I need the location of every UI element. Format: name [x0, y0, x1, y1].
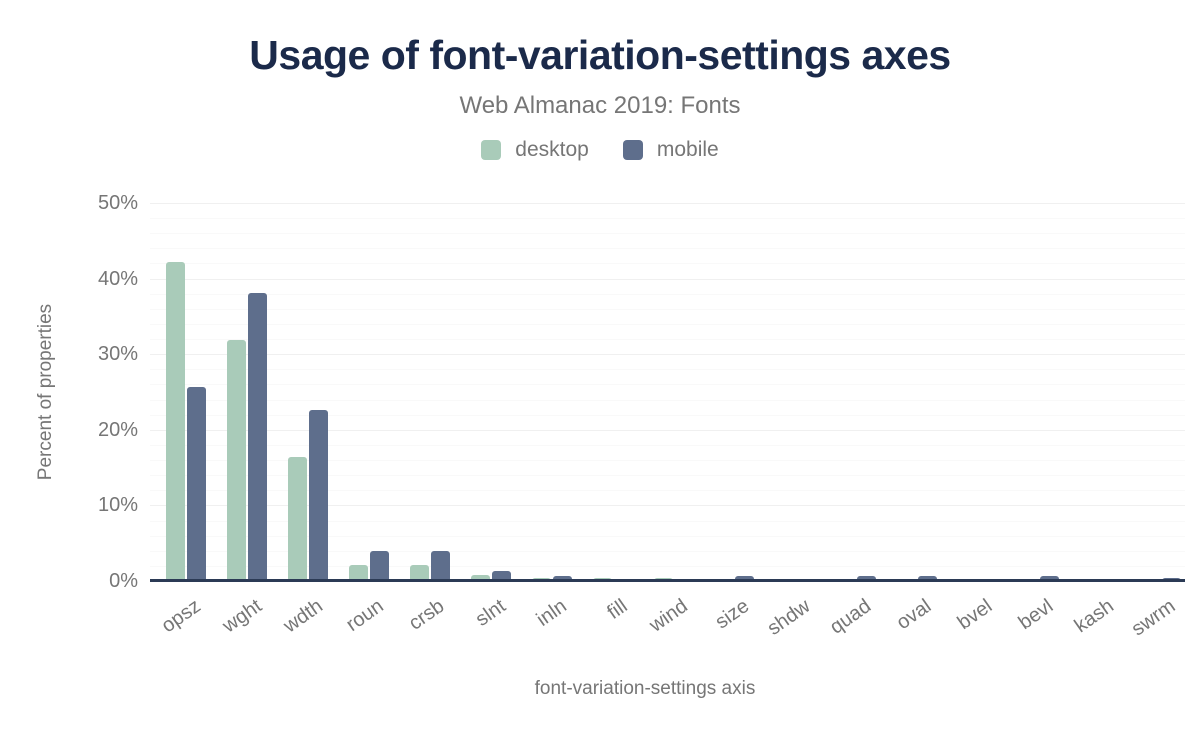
y-axis-title: Percent of properties [35, 303, 56, 481]
bar-desktop-roun[interactable] [349, 565, 369, 581]
x-tick-label-bevl: bevl [1014, 595, 1058, 635]
minor-gridline [150, 565, 1185, 567]
bar-mobile-wght[interactable] [248, 292, 268, 581]
chart-legend: desktop mobile [0, 138, 1200, 162]
minor-gridline [150, 323, 1185, 325]
x-tick-label-size: size [711, 595, 753, 634]
plot-area [150, 203, 1185, 582]
bar-mobile-inln[interactable] [552, 576, 572, 581]
x-tick-label-wght: wght [218, 595, 266, 638]
minor-gridline [150, 233, 1185, 235]
bar-desktop-wdth[interactable] [288, 457, 308, 581]
x-tick-label-shdw: shdw [762, 595, 814, 640]
legend-label-mobile: mobile [656, 138, 719, 161]
bar-desktop-opsz[interactable] [166, 261, 186, 581]
legend-label-desktop: desktop [515, 138, 589, 161]
minor-gridline [150, 520, 1185, 522]
minor-gridline [150, 293, 1185, 295]
x-axis-title: font-variation-settings axis [534, 678, 756, 699]
x-tick-label-kash: kash [1071, 595, 1119, 638]
major-gridline [150, 429, 1185, 431]
x-tick-label-slnt: slnt [471, 595, 510, 631]
desktop-swatch-icon [481, 140, 502, 160]
bar-mobile-crsb[interactable] [430, 550, 450, 581]
chart-title: Usage of font-variation-settings axes [249, 32, 951, 78]
bar-desktop-crsb[interactable] [409, 565, 429, 581]
minor-gridline [150, 248, 1185, 250]
minor-gridline [150, 308, 1185, 310]
bar-desktop-slnt[interactable] [470, 574, 490, 581]
bar-mobile-slnt[interactable] [491, 571, 511, 581]
bar-mobile-bevl[interactable] [1039, 576, 1059, 581]
x-tick-label-quad: quad [825, 595, 875, 639]
x-tick-label-wdth: wdth [279, 595, 327, 638]
x-tick-label-fill: fill [603, 595, 632, 624]
legend-item-mobile[interactable]: mobile [622, 138, 719, 162]
minor-gridline [150, 384, 1185, 386]
bar-mobile-opsz[interactable] [187, 386, 207, 581]
minor-gridline [150, 535, 1185, 537]
x-tick-label-crsb: crsb [405, 595, 449, 635]
x-tick-label-inln: inln [532, 595, 571, 631]
y-tick-label: 0% [109, 570, 138, 592]
major-gridline [150, 278, 1185, 280]
x-tick-label-wind: wind [645, 595, 693, 637]
bar-desktop-wght[interactable] [227, 339, 247, 581]
minor-gridline [150, 339, 1185, 341]
minor-gridline [150, 460, 1185, 462]
x-tick-label-roun: roun [342, 595, 388, 636]
major-gridline [150, 354, 1185, 356]
y-tick-label: 40% [97, 267, 138, 290]
x-tick-label-opsz: opsz [157, 595, 206, 638]
chart-subtitle: Web Almanac 2019: Fonts [459, 92, 741, 119]
major-gridline [150, 505, 1185, 507]
minor-gridline [150, 550, 1185, 552]
minor-gridline [150, 369, 1185, 371]
y-tick-label: 10% [97, 494, 138, 517]
y-tick-label: 20% [97, 418, 138, 441]
bar-mobile-quad[interactable] [857, 576, 877, 581]
bar-mobile-oval[interactable] [918, 576, 938, 581]
minor-gridline [150, 414, 1185, 416]
x-tick-label-swrm: swrm [1127, 595, 1180, 641]
minor-gridline [150, 490, 1185, 492]
y-tick-label: 50% [97, 192, 138, 214]
minor-gridline [150, 263, 1185, 265]
bar-mobile-wdth[interactable] [309, 410, 329, 581]
x-axis-line [150, 579, 1185, 582]
major-gridline [150, 203, 1185, 204]
bar-mobile-roun[interactable] [370, 550, 390, 581]
minor-gridline [150, 475, 1185, 477]
x-tick-label-oval: oval [892, 595, 936, 635]
minor-gridline [150, 399, 1185, 401]
x-tick-label-bvel: bvel [953, 595, 997, 635]
minor-gridline [150, 444, 1185, 446]
y-tick-label: 30% [97, 343, 138, 366]
bar-mobile-size[interactable] [735, 576, 755, 581]
mobile-swatch-icon [622, 140, 643, 160]
minor-gridline [150, 218, 1185, 220]
legend-item-desktop[interactable]: desktop [481, 138, 589, 162]
